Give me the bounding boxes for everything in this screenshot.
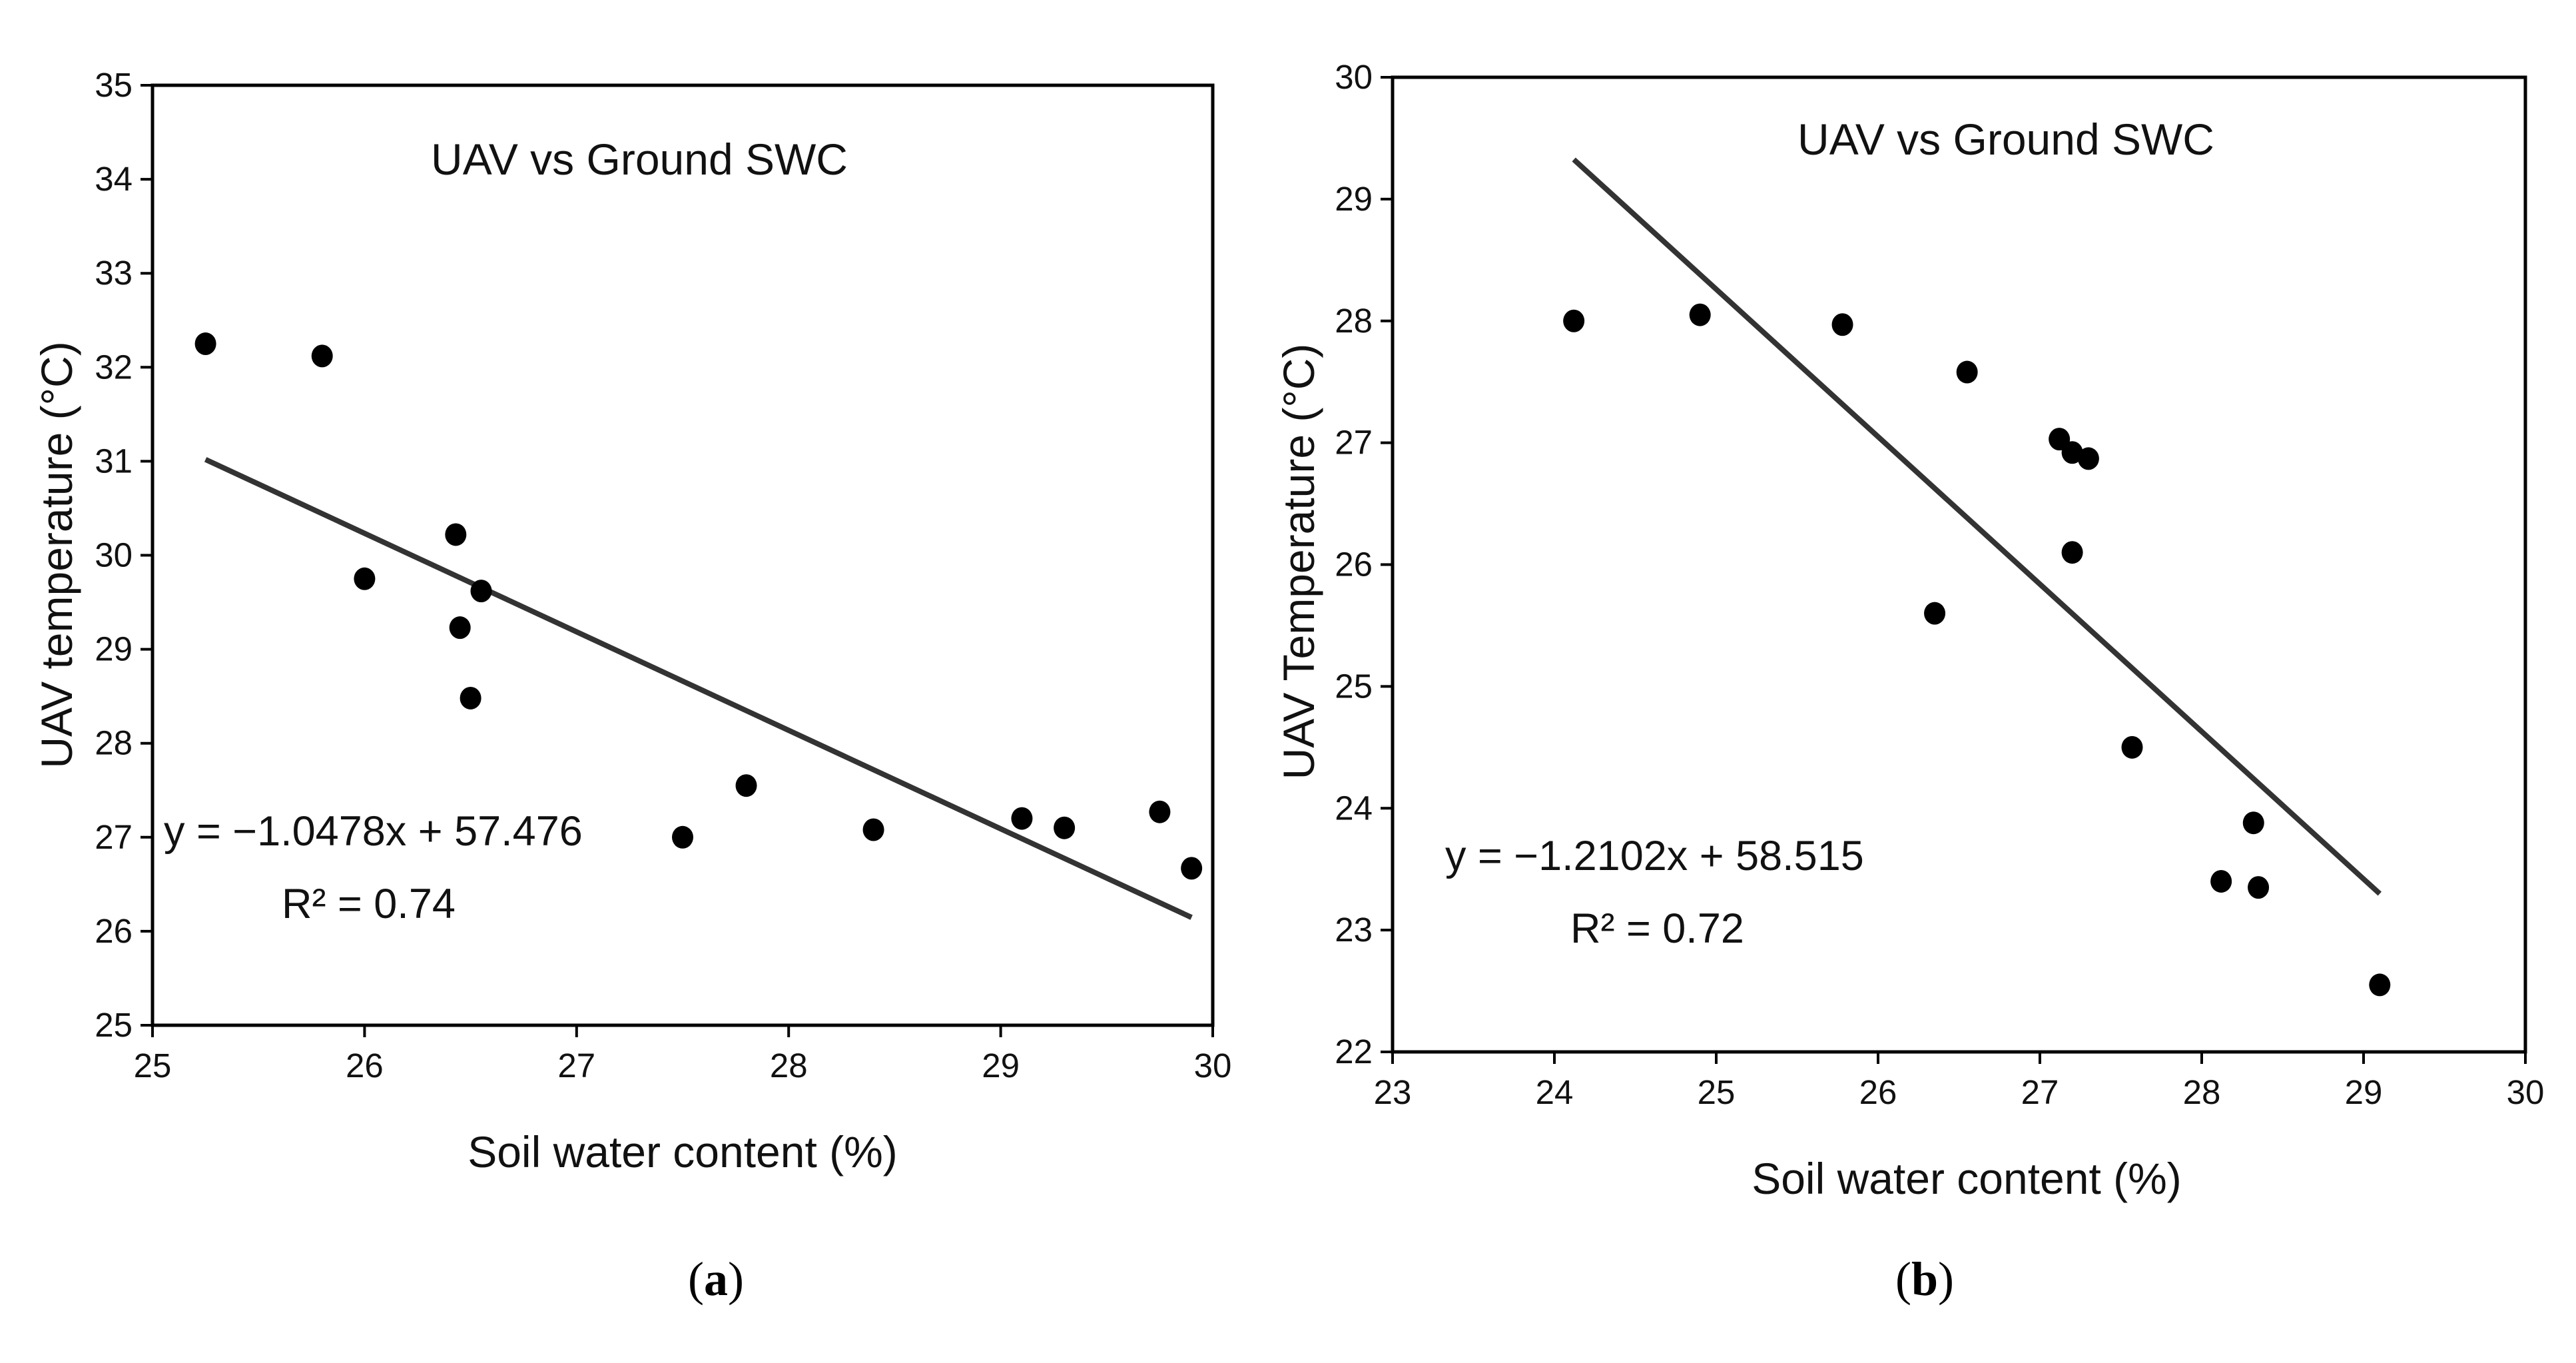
- data-point: [2210, 869, 2232, 893]
- y-ticks: 25 26 27 28 29 30 31 32 33 34 35: [95, 66, 153, 1044]
- x-tick-label: 28: [770, 1047, 808, 1085]
- data-point: [460, 686, 482, 709]
- data-point: [449, 616, 471, 640]
- y-tick-label: 32: [95, 348, 133, 386]
- data-point: [354, 567, 376, 590]
- y-tick-label: 29: [1335, 180, 1373, 218]
- y-tick-label: 25: [1335, 667, 1373, 705]
- x-tick-label: 25: [134, 1047, 172, 1085]
- y-tick-label: 28: [95, 724, 133, 762]
- trend-line: [1572, 157, 2382, 896]
- y-tick-label: 24: [1335, 789, 1373, 827]
- regression-equation: y = −1.0478x + 57.476: [164, 808, 583, 855]
- x-tick-label: 26: [1859, 1073, 1897, 1111]
- panel-label-b: (b): [1895, 1252, 1954, 1306]
- data-point: [1054, 816, 1076, 839]
- x-tick-label: 29: [2345, 1073, 2383, 1111]
- data-point: [1149, 800, 1171, 823]
- x-tick-label: 30: [1194, 1047, 1232, 1085]
- chart-panel-a: 25 26 27 28 29 30 31 32 33 34 35 25 26 27 28 29 30 UAV …: [32, 66, 1231, 1306]
- y-tick-label: 33: [95, 254, 133, 292]
- data-point: [2369, 973, 2391, 997]
- r-squared: R² = 0.72: [1570, 905, 1744, 952]
- x-tick-label: 27: [2021, 1073, 2059, 1111]
- x-tick-label: 27: [557, 1047, 595, 1085]
- data-points: [194, 332, 1203, 880]
- y-tick-label: 26: [95, 912, 133, 950]
- y-tick-label: 35: [95, 66, 133, 104]
- y-tick-label: 27: [1335, 424, 1373, 462]
- x-ticks: 23 24 25 26 27 28 29 30: [1374, 1052, 2545, 1111]
- x-tick-label: 30: [2507, 1073, 2545, 1111]
- chart-title: UAV vs Ground SWC: [431, 135, 848, 184]
- y-tick-label: 29: [95, 630, 133, 668]
- regression-equation: y = −1.2102x + 58.515: [1445, 833, 1864, 879]
- data-point: [2248, 876, 2270, 899]
- data-point: [1924, 602, 1946, 625]
- data-point: [194, 332, 216, 356]
- y-tick-label: 25: [95, 1006, 133, 1044]
- x-tick-label: 28: [2183, 1073, 2221, 1111]
- data-point: [1689, 303, 1711, 326]
- x-ticks: 25 26 27 28 29 30: [134, 1025, 1232, 1085]
- x-tick-label: 26: [346, 1047, 384, 1085]
- y-tick-label: 28: [1335, 302, 1373, 340]
- x-axis-title: Soil water content (%): [1752, 1154, 2182, 1203]
- data-point: [1011, 807, 1033, 830]
- data-point: [1181, 857, 1203, 880]
- x-tick-label: 24: [1536, 1073, 1574, 1111]
- y-ticks: 22 23 24 25 26 27 28 29 30: [1335, 58, 1393, 1071]
- data-point: [2077, 447, 2099, 470]
- data-point: [2121, 735, 2143, 759]
- y-axis-title: UAV temperature (°C): [32, 341, 81, 768]
- data-point: [311, 344, 333, 368]
- y-tick-label: 31: [95, 442, 133, 480]
- data-point: [1563, 309, 1585, 332]
- y-tick-label: 30: [95, 536, 133, 574]
- data-points: [1563, 303, 2391, 997]
- y-tick-label: 22: [1335, 1033, 1373, 1071]
- x-tick-label: 25: [1698, 1073, 1736, 1111]
- y-axis-title: UAV Temperature (°C): [1274, 344, 1323, 780]
- data-point: [1956, 360, 1978, 384]
- data-point: [672, 825, 693, 849]
- panel-label-a: (a): [688, 1252, 744, 1306]
- y-tick-label: 27: [95, 818, 133, 856]
- trend-line: [204, 457, 1193, 920]
- x-axis-title: Soil water content (%): [468, 1127, 898, 1176]
- y-tick-label: 30: [1335, 58, 1373, 96]
- data-point: [2061, 541, 2083, 564]
- y-tick-label: 34: [95, 160, 133, 198]
- plot-area-frame: [1391, 75, 2527, 1054]
- data-point: [1831, 313, 1853, 336]
- data-point: [735, 774, 757, 797]
- x-tick-label: 23: [1374, 1073, 1412, 1111]
- data-point: [2061, 441, 2083, 464]
- data-point: [445, 523, 467, 546]
- r-squared: R² = 0.74: [282, 881, 456, 927]
- data-point: [862, 818, 884, 841]
- x-tick-label: 29: [982, 1047, 1020, 1085]
- data-point: [2242, 811, 2264, 835]
- y-tick-label: 26: [1335, 546, 1373, 584]
- chart-title: UAV vs Ground SWC: [1797, 115, 2214, 164]
- y-tick-label: 23: [1335, 911, 1373, 949]
- data-point: [470, 580, 492, 603]
